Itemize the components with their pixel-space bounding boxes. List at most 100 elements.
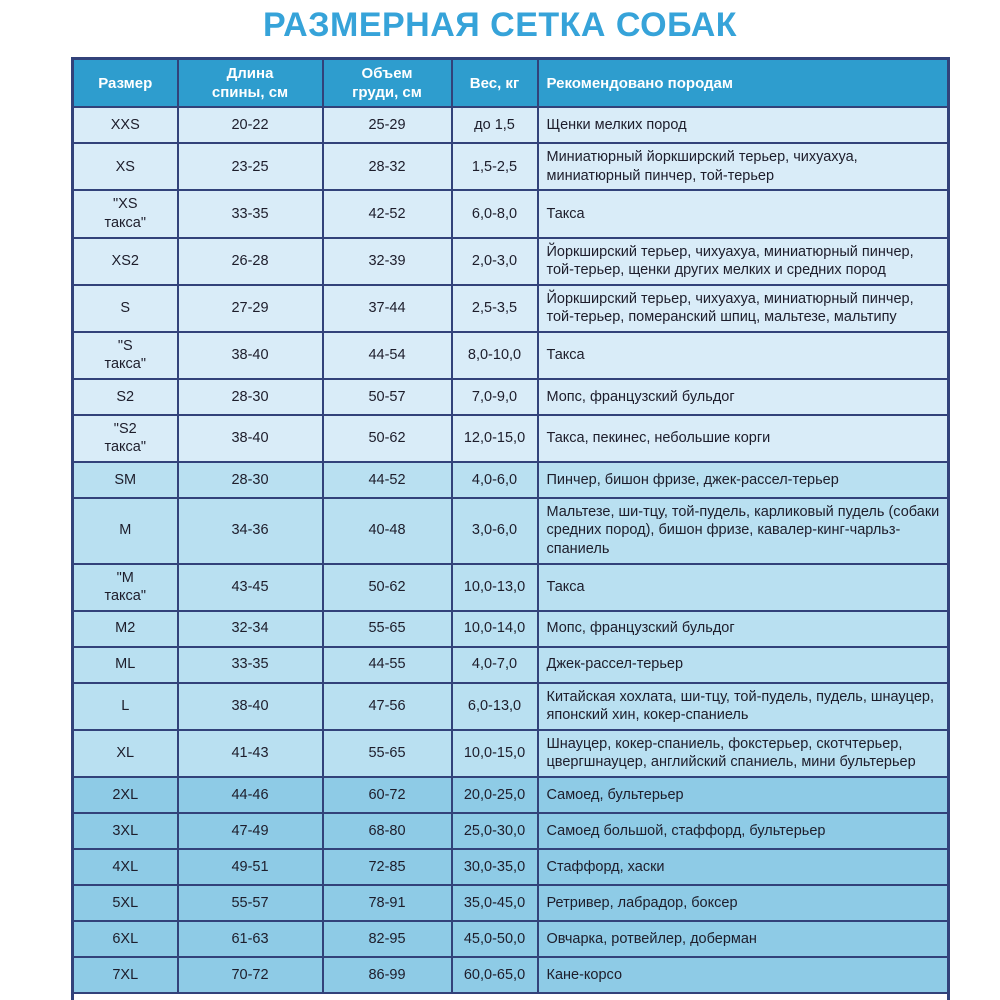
cell-weight: 30,0-35,0 <box>450 847 539 886</box>
cell-size: S <box>71 283 179 333</box>
cell-back-length: 43-45 <box>176 562 324 612</box>
cell-weight: 7,0-9,0 <box>450 377 539 416</box>
cell-back-length: 44-46 <box>176 775 324 814</box>
cell-back-length: 28-30 <box>176 460 324 499</box>
cell-breeds: Йоркширский терьер, чихуахуа, миниатюрны… <box>536 283 950 333</box>
cell-weight: 25,0-30,0 <box>450 811 539 850</box>
cell-size: L <box>71 681 179 731</box>
cell-chest-girth: 32-39 <box>321 236 453 286</box>
cell-size: "S такса" <box>71 330 179 380</box>
table-row: 6XL 61-63 82-95 45,0-50,0 Овчарка, ротвейлер… <box>71 919 950 958</box>
table-row: SM 28-30 44-52 4,0-6,0 Пинчер, бишон фризе, … <box>71 460 950 499</box>
cell-breeds: Такса, пекинес, небольшие корги <box>536 413 950 463</box>
cell-breeds: Китайская хохлата, ши-тцу, той-пудель, п… <box>536 681 950 731</box>
cell-breeds: Йоркширский терьер, чихуахуа, миниатюрны… <box>536 236 950 286</box>
table-row: L 38-40 47-56 6,0-13,0 Китайская хохлата, ши… <box>71 681 950 731</box>
cell-breeds: Мальтезе, ши-тцу, той-пудель, карликовый… <box>536 496 950 565</box>
cell-back-length: 28-30 <box>176 377 324 416</box>
cell-weight: 35,0-45,0 <box>450 883 539 922</box>
cell-back-length: 26-28 <box>176 236 324 286</box>
cell-weight: 2,0-3,0 <box>450 236 539 286</box>
cell-chest-girth: 68-80 <box>321 811 453 850</box>
cell-back-length: 61-63 <box>176 919 324 958</box>
cell-back-length: 32-34 <box>176 609 324 648</box>
cell-chest-girth: 55-65 <box>321 728 453 778</box>
cell-back-length: 20-22 <box>176 106 324 145</box>
cell-weight: 8,0-10,0 <box>450 330 539 380</box>
cell-weight: 20,0-25,0 <box>450 775 539 814</box>
cell-weight: 60,0-65,0 <box>450 955 539 994</box>
cell-weight: 6,0-8,0 <box>450 189 539 239</box>
cell-size: S2 <box>71 377 179 416</box>
cell-size: ML <box>71 645 179 684</box>
cell-breeds: Ретривер, лабрадор, боксер <box>536 883 950 922</box>
cell-size: M2 <box>71 609 179 648</box>
cell-chest-girth: 50-57 <box>321 377 453 416</box>
cell-breeds: Стаффорд, хаски <box>536 847 950 886</box>
cell-breeds: Щенки мелких пород <box>536 106 950 145</box>
cell-size: "M такса" <box>71 562 179 612</box>
cell-chest-girth: 44-55 <box>321 645 453 684</box>
cell-size: XS <box>71 142 179 192</box>
col-header-weight: Вес, кг <box>450 57 539 109</box>
cell-chest-girth: 60-72 <box>321 775 453 814</box>
cell-breeds: Мопс, французский бульдог <box>536 377 950 416</box>
cell-breeds: Самоед большой, стаффорд, бультерьер <box>536 811 950 850</box>
cell-weight: 4,0-7,0 <box>450 645 539 684</box>
table-row: "S такса" 38-40 44-54 8,0-10,0 Такса <box>71 330 950 380</box>
cell-breeds: Такса <box>536 330 950 380</box>
cell-back-length: 41-43 <box>176 728 324 778</box>
cell-breeds: Шнауцер, кокер-спаниель, фокстерьер, ско… <box>536 728 950 778</box>
cell-weight: 45,0-50,0 <box>450 919 539 958</box>
col-header-chest-girth: Объем груди, см <box>321 57 453 109</box>
cell-chest-girth: 37-44 <box>321 283 453 333</box>
table-row: M2 32-34 55-65 10,0-14,0 Мопс, французский б… <box>71 609 950 648</box>
cell-back-length: 38-40 <box>176 413 324 463</box>
footer-note: Выбирая товар, учитывайте анатомические … <box>71 991 950 1000</box>
cell-chest-girth: 72-85 <box>321 847 453 886</box>
cell-size: M <box>71 496 179 565</box>
cell-chest-girth: 78-91 <box>321 883 453 922</box>
cell-size: XXS <box>71 106 179 145</box>
table-row: 2XL 44-46 60-72 20,0-25,0 Самоед, бультерьер <box>71 775 950 814</box>
cell-back-length: 33-35 <box>176 189 324 239</box>
table-row: XS2 26-28 32-39 2,0-3,0 Йоркширский терьер, … <box>71 236 950 286</box>
cell-breeds: Миниатюрный йоркширский терьер, чихуахуа… <box>536 142 950 192</box>
col-header-back-length: Длина спины, см <box>176 57 324 109</box>
table-row: XS 23-25 28-32 1,5-2,5 Миниатюрный йоркширск… <box>71 142 950 192</box>
cell-chest-girth: 82-95 <box>321 919 453 958</box>
cell-chest-girth: 42-52 <box>321 189 453 239</box>
table-row: S 27-29 37-44 2,5-3,5 Йоркширский терьер, чи… <box>71 283 950 333</box>
cell-chest-girth: 86-99 <box>321 955 453 994</box>
footer-note-line1: Выбирая товар, учитывайте анатомические … <box>80 998 941 1000</box>
cell-back-length: 33-35 <box>176 645 324 684</box>
cell-size: SM <box>71 460 179 499</box>
page-title: РАЗМЕРНАЯ СЕТКА СОБАК <box>262 6 738 44</box>
table-row: 4XL 49-51 72-85 30,0-35,0 Стаффорд, хаски <box>71 847 950 886</box>
table-row: ML 33-35 44-55 4,0-7,0 Джек-рассел-терьер <box>71 645 950 684</box>
table-row: XXS 20-22 25-29 до 1,5 Щенки мелких пород <box>71 106 950 145</box>
cell-breeds: Пинчер, бишон фризе, джек-рассел-терьер <box>536 460 950 499</box>
cell-back-length: 49-51 <box>176 847 324 886</box>
cell-back-length: 38-40 <box>176 330 324 380</box>
cell-chest-girth: 25-29 <box>321 106 453 145</box>
cell-weight: 2,5-3,5 <box>450 283 539 333</box>
col-header-size: Размер <box>71 57 179 109</box>
cell-back-length: 55-57 <box>176 883 324 922</box>
cell-size: 3XL <box>71 811 179 850</box>
cell-breeds: Кане-корсо <box>536 955 950 994</box>
cell-back-length: 38-40 <box>176 681 324 731</box>
cell-size: XS2 <box>71 236 179 286</box>
table-row: 5XL 55-57 78-91 35,0-45,0 Ретривер, лабрадор… <box>71 883 950 922</box>
table-row: "S2 такса" 38-40 50-62 12,0-15,0 Такса, пеки… <box>71 413 950 463</box>
cell-size: XL <box>71 728 179 778</box>
cell-weight: 3,0-6,0 <box>450 496 539 565</box>
cell-chest-girth: 44-52 <box>321 460 453 499</box>
cell-weight: 10,0-15,0 <box>450 728 539 778</box>
cell-breeds: Овчарка, ротвейлер, доберман <box>536 919 950 958</box>
cell-back-length: 23-25 <box>176 142 324 192</box>
cell-breeds: Самоед, бультерьер <box>536 775 950 814</box>
cell-size: 6XL <box>71 919 179 958</box>
cell-chest-girth: 50-62 <box>321 413 453 463</box>
cell-weight: 4,0-6,0 <box>450 460 539 499</box>
